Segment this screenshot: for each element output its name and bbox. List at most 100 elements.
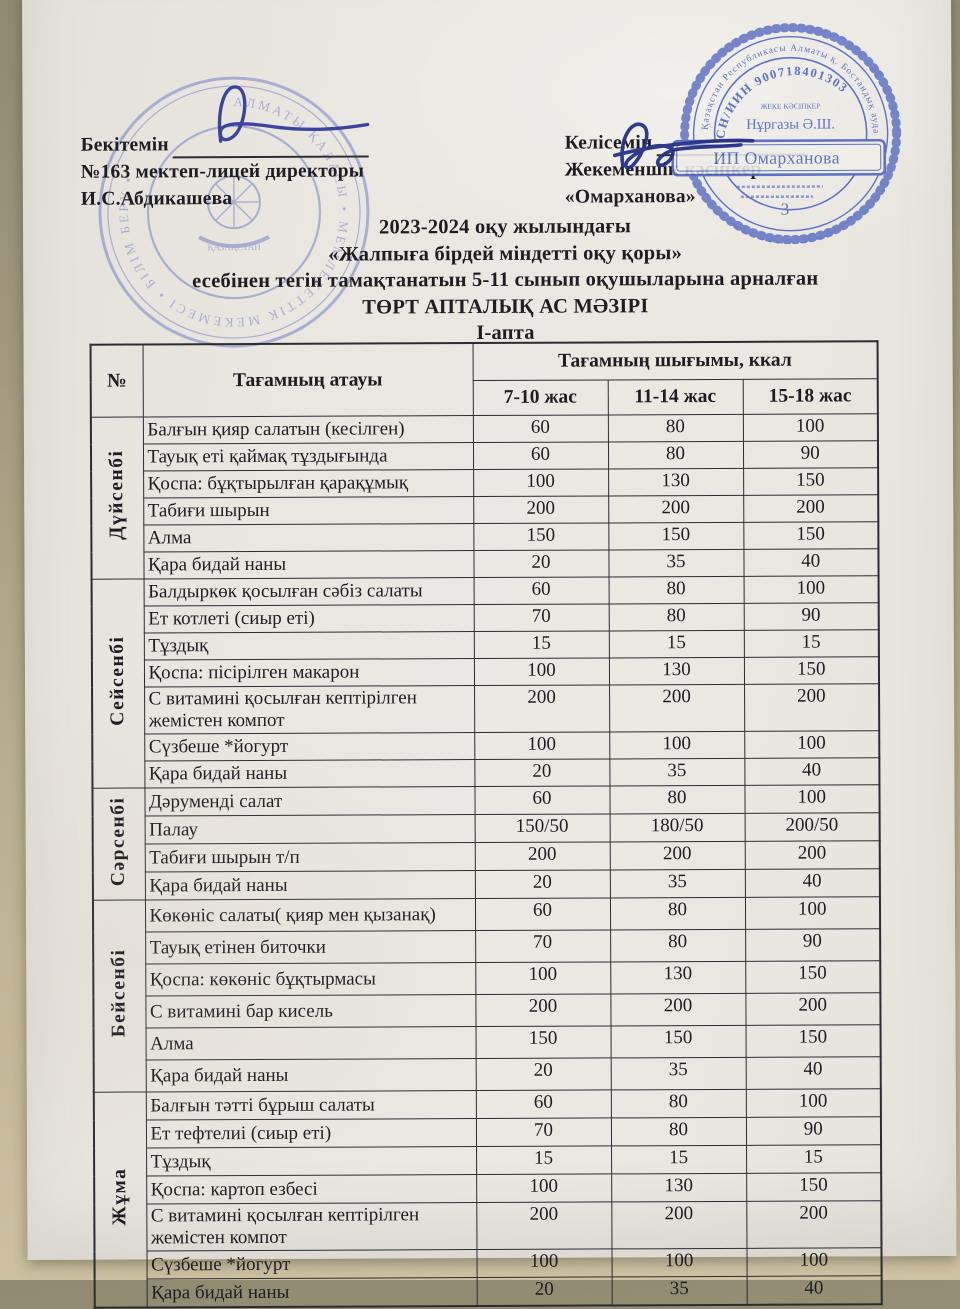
kcal-value: 100 [745,1088,881,1118]
kcal-value: 130 [608,468,744,496]
kcal-value: 150 [745,1024,881,1058]
day-label-cell: Дүйсенбі [90,416,144,580]
kcal-value: 200 [610,993,746,1026]
kcal-value: 80 [608,576,744,604]
dish-name: Балғын қияр салатын (кесілген) [142,415,473,444]
day-label-cell: Жұма [93,1091,147,1308]
kcal-value: 130 [611,1173,747,1202]
dish-name: Тауық етінен биточки [145,930,476,964]
table-row: Қоспа: картоп езбесі 100 130 150 [94,1172,882,1204]
kcal-value: 60 [472,441,609,470]
document-page: АЛМАТЫ ҚАЛАСЫ • МЕМЛЕКЕТТІК МЕКЕМЕСІ • Б… [22,0,957,1309]
kcal-value: 15 [611,1145,747,1174]
dish-name: Табиғи шырын [143,496,474,525]
kcal-value: 100 [744,730,880,759]
dish-name: Ет тефтелиі (сиыр еті) [145,1118,477,1148]
dish-name: С витамині қосылған кептірілген жемістен… [146,1202,477,1251]
kcal-value: 35 [609,758,745,786]
document-title-block: 2023-2024 оқу жылындағы «Жалпыға бірдей … [65,212,946,348]
kcal-value: 100 [473,468,609,497]
table-row: Тұздық 15 15 15 [92,629,879,660]
kcal-value: 200 [474,684,610,733]
kcal-value: 100 [744,896,881,930]
kcal-value: 100 [743,575,879,604]
menu-table: № Тағамның атауы Тағамның шығымы, ккал 7… [89,340,883,1309]
kcal-value: 80 [610,1117,747,1146]
kcal-value: 200 [609,684,745,732]
kcal-value: 200 [746,1200,882,1249]
kcal-value: 200 [473,495,609,524]
col-header-name: Тағамның атауы [142,343,473,417]
kcal-value: 100 [475,961,611,995]
table-row: Табиғи шырын т/п 200 200 200 [93,840,880,872]
table-row: Қара бидай наны 20 35 40 [94,1056,881,1092]
table-row: Бейсенбі Көкөніс салаты( қияр мен қызанақ… [92,896,881,1093]
kcal-value: 130 [610,961,746,994]
kcal-value: 80 [609,897,746,930]
kcal-value: 130 [608,657,745,685]
dish-name: Қоспа: картоп езбесі [146,1174,477,1204]
kcal-value: 40 [743,548,879,577]
kcal-value: 200 [611,1201,747,1249]
table-row: Тауық етінен биточки 70 80 90 [93,928,881,964]
kcal-value: 40 [745,1056,881,1090]
kcal-value: 150 [610,1025,746,1058]
approval-right-line1: Келісемін [564,128,905,157]
kcal-value: 200 [609,841,745,870]
kcal-value: 90 [745,1116,882,1146]
kcal-value: 200 [608,495,744,523]
approval-right-line3: «Омарханова» [564,186,696,208]
kcal-value: 150 [743,467,879,496]
kcal-value: 200 [744,840,880,870]
dish-name: Табиғи шырын т/п [144,842,475,872]
kcal-value: 200 [745,992,881,1026]
dish-name: Қара бидай наны [145,1058,476,1092]
kcal-value: 150 [608,522,744,550]
dish-name: Тұздық [146,1146,477,1176]
kcal-value: 90 [742,440,879,469]
kcal-value: 70 [475,929,611,963]
approve-word: Келісемін [564,132,653,154]
kcal-value: 150 [475,1025,611,1059]
kcal-value: 40 [746,1275,882,1305]
approval-left-line3: И.С.Абдикашева [80,188,233,210]
table-row: Сүзбеше *йогурт 100 100 100 [94,1247,882,1279]
dish-name: Палау [144,814,475,844]
kcal-value: 35 [609,869,745,898]
table-row: Тұздық 15 15 15 [94,1144,882,1176]
signature-line [656,135,807,157]
table-row: Ет тефтелиі (сиыр еті) 70 80 90 [94,1116,882,1148]
kcal-value: 100 [742,413,878,442]
kcal-value: 15 [473,630,609,659]
table-row: Палау 150/50 180/50 200/50 [93,812,880,844]
kcal-value: 40 [744,757,880,786]
day-label: Сәрсенбі [107,796,130,886]
entrepreneur-stamp-role-text: ЖЕКЕ КӘСІПКЕР [761,102,821,111]
title-line-2: «Жалпыға бірдей міндетті оқу қоры» [328,241,683,266]
kcal-value: 60 [473,576,609,605]
kcal-value: 80 [607,441,744,469]
day-label: Дүйсенбі [106,449,128,541]
dish-name: Тауық еті қаймақ тұздығында [142,442,474,471]
dish-name: Қара бидай наны [144,759,475,788]
dish-name: Қара бидай наны [146,1277,477,1308]
kcal-value: 35 [611,1276,747,1306]
kcal-value: 20 [474,758,610,787]
table-row: Алма 150 150 150 [94,1024,881,1060]
dish-name: Балдыркөк қосылған сәбіз салаты [143,577,474,606]
kcal-value: 150/50 [474,813,610,843]
kcal-value: 60 [474,897,611,931]
title-line-3: есебінен тегін тамақтанатын 5-11 сынып о… [192,267,819,293]
kcal-value: 200 [476,1201,612,1250]
col-header-age-2: 11-14 жас [607,379,743,415]
kcal-value: 200 [744,683,880,732]
table-row: Сәрсенбі Дәруменді салат 60 80 100 [92,784,880,901]
day-label: Бейсенбі [108,948,130,1038]
kcal-value: 15 [476,1145,612,1175]
kcal-value: 70 [475,1117,612,1147]
dish-name: Қоспа: пісірілген макарон [143,658,475,687]
kcal-value: 100 [476,1248,612,1278]
kcal-value: 20 [475,1057,611,1091]
kcal-value: 80 [609,785,745,814]
